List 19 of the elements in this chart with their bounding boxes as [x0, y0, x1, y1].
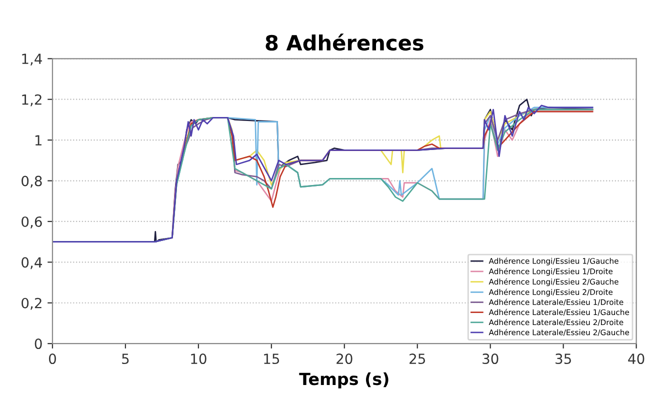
y-tick-label: 0,4: [22, 257, 42, 270]
y-tick-label: 0,2: [22, 298, 42, 310]
x-tick-label: 35: [556, 354, 571, 364]
y-tick-label: 1: [35, 135, 42, 146]
x-axis-title: Temps (s): [299, 372, 388, 388]
x-tick-label: 10: [191, 354, 206, 364]
x-tick-label: 30: [482, 354, 498, 364]
y-tick-label: 1,2: [22, 94, 42, 106]
y-tick-label: 0,8: [22, 176, 42, 188]
y-tick-label: 1,4: [22, 54, 42, 66]
x-tick-label: 5: [122, 354, 129, 364]
y-tick-label: 0,6: [22, 216, 42, 228]
x-tick-label: 25: [410, 354, 426, 364]
x-tick-label: 20: [336, 354, 352, 364]
x-tick-label: 40: [628, 354, 644, 364]
x-tick-label: 15: [264, 354, 280, 364]
chart-title: 8 Adhérences: [266, 34, 424, 51]
y-tick-label: 0: [34, 338, 42, 350]
x-tick-label: 0: [48, 354, 56, 364]
